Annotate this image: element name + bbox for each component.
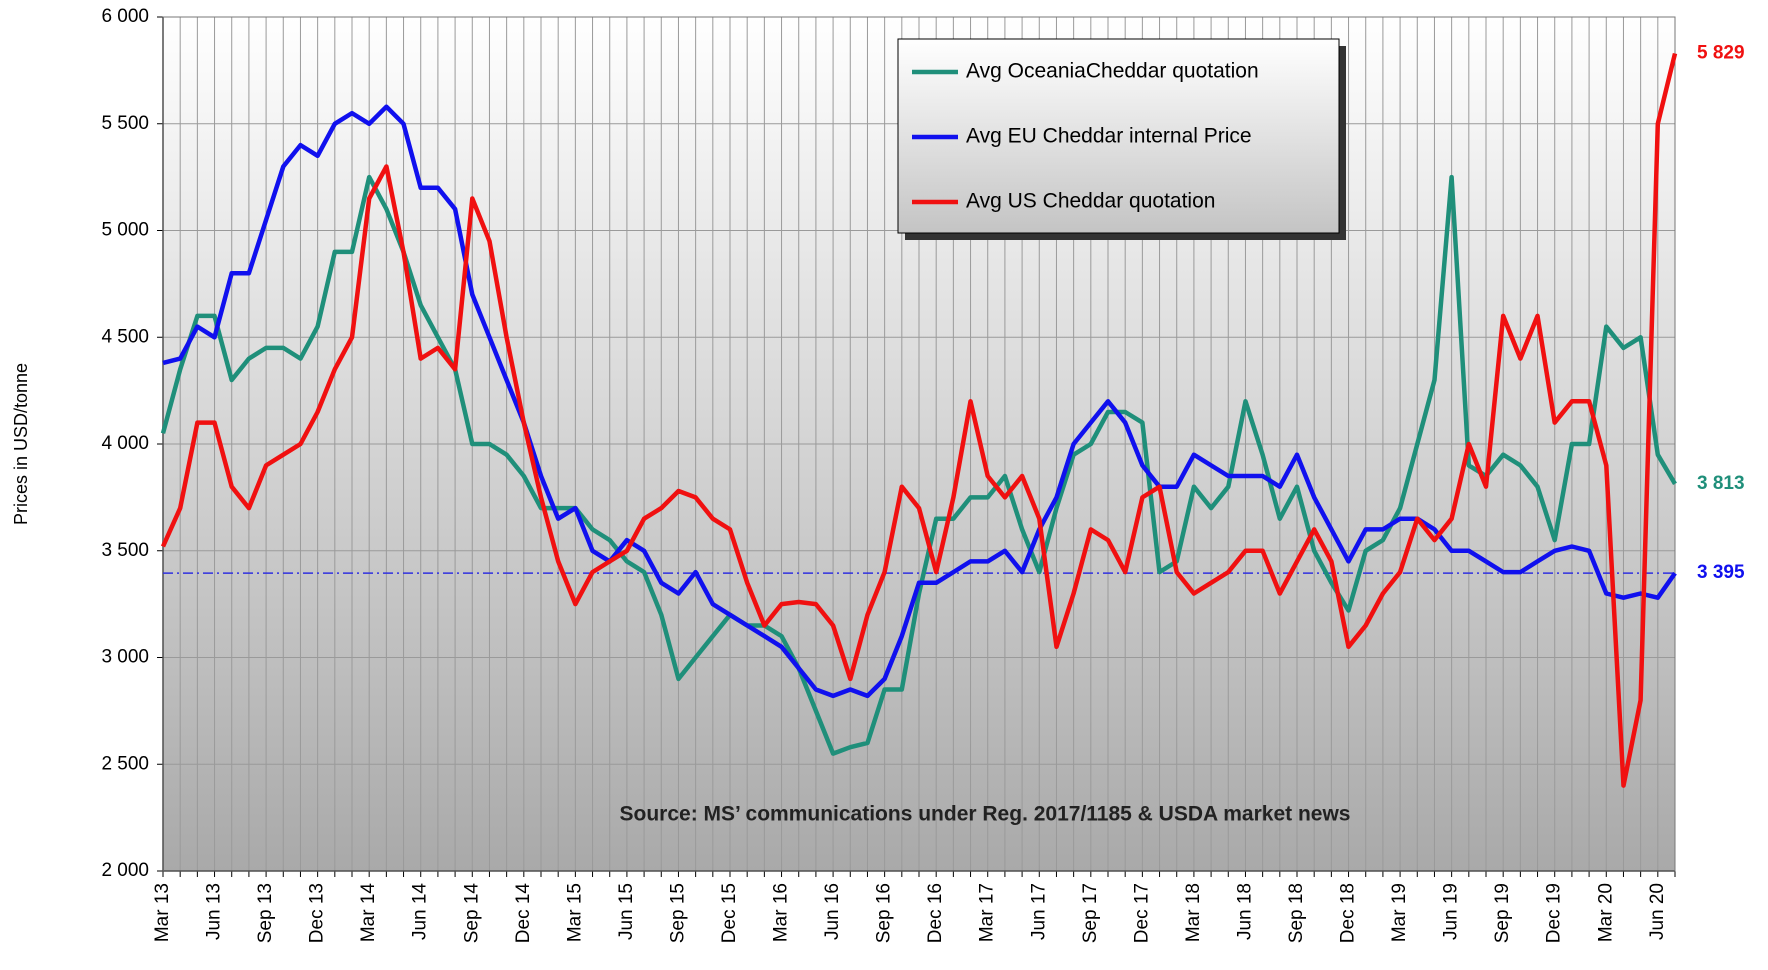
y-tick-label: 4 500 xyxy=(101,326,149,347)
y-tick-label: 5 000 xyxy=(101,220,149,241)
x-tick-label: Dec 13 xyxy=(307,883,328,943)
x-tick-label: Mar 16 xyxy=(771,883,792,942)
y-tick-label: 6 000 xyxy=(101,6,149,27)
source-note: Source: MS’ communications under Reg. 20… xyxy=(620,803,1351,826)
x-tick-label: Jun 19 xyxy=(1441,883,1462,940)
x-tick-label: Sep 18 xyxy=(1286,883,1307,943)
x-tick-label: Jun 20 xyxy=(1647,883,1668,940)
y-tick-label: 4 000 xyxy=(101,433,149,454)
x-tick-label: Dec 15 xyxy=(719,883,740,943)
plot-border xyxy=(162,16,1676,872)
x-tick-label: Mar 19 xyxy=(1389,883,1410,942)
legend xyxy=(897,38,1340,234)
legend-label: Avg US Cheddar quotation xyxy=(966,190,1215,213)
x-tick-label: Dec 17 xyxy=(1131,883,1152,943)
x-tick-label: Dec 18 xyxy=(1338,883,1359,943)
x-tick-label: Dec 19 xyxy=(1544,883,1565,943)
x-tick-label: Jun 17 xyxy=(1028,883,1049,940)
end-label: 3 395 xyxy=(1697,562,1745,583)
y-axis-label: Prices in USD/tonne xyxy=(11,363,31,525)
y-tick-label: 2 500 xyxy=(101,753,149,774)
x-tick-label: Dec 14 xyxy=(513,883,534,944)
legend-label: Avg OceaniaCheddar quotation xyxy=(966,60,1259,83)
legend-label: Avg EU Cheddar internal Price xyxy=(966,125,1252,148)
x-tick-label: Jun 14 xyxy=(410,883,431,940)
x-tick-label: Jun 15 xyxy=(616,883,637,940)
y-tick-label: 5 500 xyxy=(101,113,149,134)
x-tick-label: Sep 16 xyxy=(874,883,895,943)
x-tick-label: Sep 14 xyxy=(461,883,482,944)
x-tick-label: Dec 16 xyxy=(925,883,946,943)
y-tick-label: 3 000 xyxy=(101,647,149,668)
end-label: 3 813 xyxy=(1697,473,1745,494)
x-tick-label: Mar 15 xyxy=(564,883,585,942)
series-line xyxy=(160,174,1677,756)
x-tick-label: Sep 17 xyxy=(1080,883,1101,943)
x-tick-label: Jun 18 xyxy=(1234,883,1255,940)
x-tick-label: Mar 20 xyxy=(1595,883,1616,942)
x-tick-label: Sep 13 xyxy=(255,883,276,943)
x-tick-label: Sep 19 xyxy=(1492,883,1513,943)
x-tick-label: Mar 17 xyxy=(977,883,998,942)
x-tick-label: Jun 13 xyxy=(204,883,225,940)
x-tick-label: Mar 13 xyxy=(152,883,173,942)
end-label: 5 829 xyxy=(1697,43,1745,64)
y-tick-label: 2 000 xyxy=(101,860,149,881)
x-tick-label: Jun 16 xyxy=(822,883,843,940)
y-tick-label: 3 500 xyxy=(101,540,149,561)
x-tick-label: Sep 15 xyxy=(667,883,688,943)
series-line xyxy=(160,52,1678,788)
x-tick-label: Mar 18 xyxy=(1183,883,1204,942)
x-tick-label: Mar 14 xyxy=(358,883,379,943)
